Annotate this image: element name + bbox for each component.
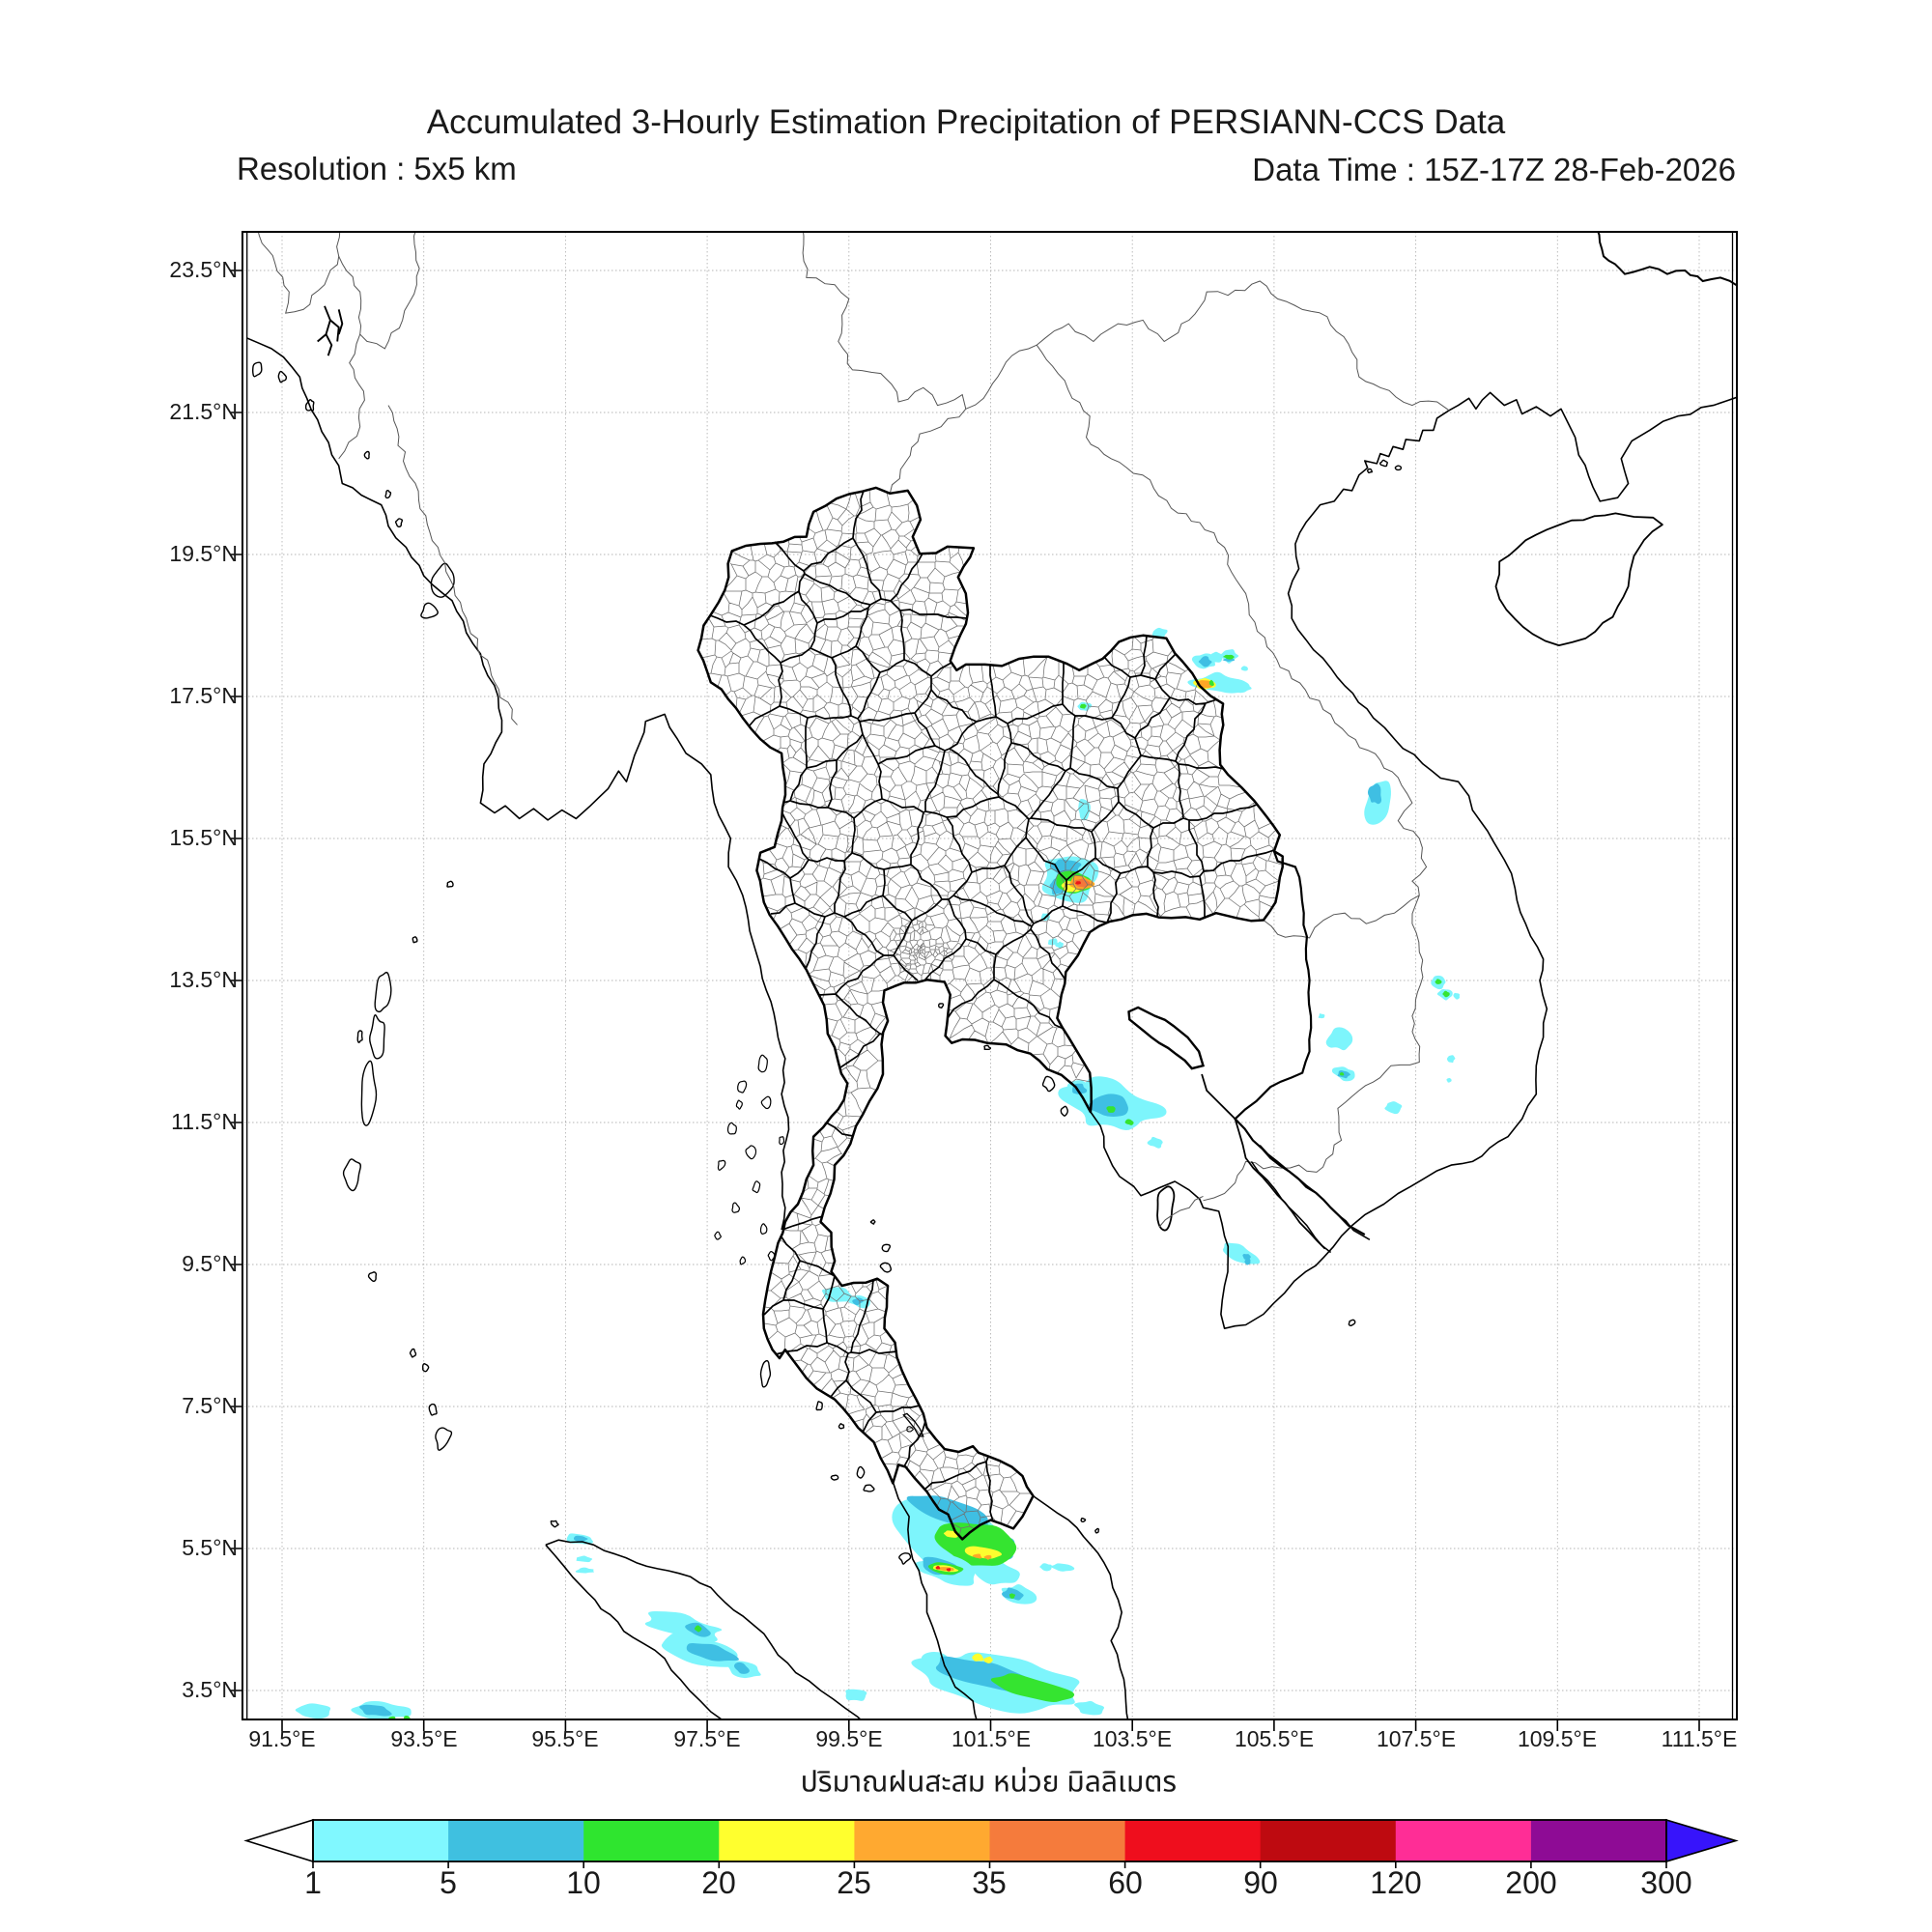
svg-text:99.5°E: 99.5°E — [815, 1726, 882, 1751]
svg-text:Accumulated 3-Hourly Estimatio: Accumulated 3-Hourly Estimation Precipit… — [427, 103, 1506, 141]
svg-text:11.5°N: 11.5°N — [171, 1109, 238, 1134]
svg-text:20: 20 — [701, 1865, 736, 1900]
svg-text:21.5°N: 21.5°N — [169, 399, 238, 424]
svg-text:35: 35 — [972, 1865, 1007, 1900]
svg-text:Resolution : 5x5 km: Resolution : 5x5 km — [237, 151, 517, 186]
svg-text:109.5°E: 109.5°E — [1518, 1726, 1597, 1751]
svg-text:3.5°N: 3.5°N — [182, 1677, 238, 1702]
svg-text:10: 10 — [566, 1865, 601, 1900]
svg-text:17.5°N: 17.5°N — [169, 683, 238, 708]
svg-text:5: 5 — [440, 1865, 457, 1900]
svg-text:60: 60 — [1108, 1865, 1143, 1900]
svg-text:103.5°E: 103.5°E — [1093, 1726, 1172, 1751]
svg-text:91.5°E: 91.5°E — [248, 1726, 315, 1751]
svg-text:105.5°E: 105.5°E — [1235, 1726, 1314, 1751]
svg-text:19.5°N: 19.5°N — [169, 541, 238, 566]
svg-text:15.5°N: 15.5°N — [169, 825, 238, 850]
svg-text:1: 1 — [304, 1865, 322, 1900]
svg-text:90: 90 — [1243, 1865, 1278, 1900]
svg-text:7.5°N: 7.5°N — [182, 1393, 238, 1418]
svg-text:97.5°E: 97.5°E — [673, 1726, 740, 1751]
svg-text:120: 120 — [1370, 1865, 1421, 1900]
svg-text:300: 300 — [1640, 1865, 1691, 1900]
svg-text:25: 25 — [837, 1865, 871, 1900]
svg-text:200: 200 — [1505, 1865, 1556, 1900]
svg-text:5.5°N: 5.5°N — [182, 1535, 238, 1560]
svg-text:101.5°E: 101.5°E — [952, 1726, 1031, 1751]
svg-text:93.5°E: 93.5°E — [390, 1726, 457, 1751]
svg-text:107.5°E: 107.5°E — [1377, 1726, 1456, 1751]
svg-text:23.5°N: 23.5°N — [169, 257, 238, 282]
svg-text:111.5°E: 111.5°E — [1662, 1726, 1738, 1751]
svg-text:13.5°N: 13.5°N — [169, 967, 238, 992]
svg-text:95.5°E: 95.5°E — [531, 1726, 598, 1751]
svg-text:9.5°N: 9.5°N — [182, 1251, 238, 1276]
svg-text:Data Time : 15Z-17Z 28-Feb-202: Data Time : 15Z-17Z 28-Feb-2026 — [1252, 152, 1736, 187]
